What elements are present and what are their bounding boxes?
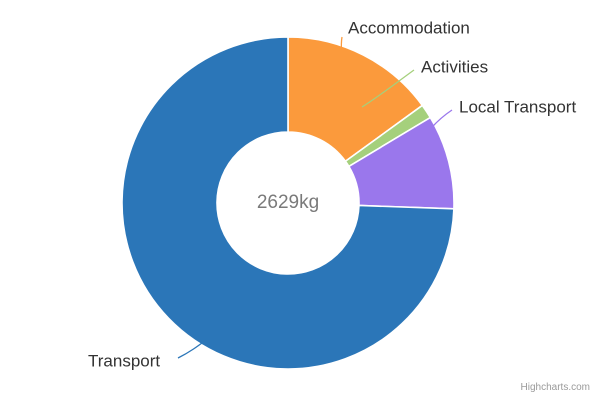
- pie-slices-group: [121, 36, 455, 370]
- highcharts-credits[interactable]: Highcharts.com: [521, 382, 590, 393]
- slice-label-activities: Activities: [421, 57, 488, 76]
- connector-accommodation: [329, 36, 343, 113]
- connector-local-transport: [423, 109, 453, 138]
- slice-label-transport: Transport: [88, 351, 160, 370]
- pie-slice-transport[interactable]: [121, 36, 455, 370]
- pie-slice-accommodation[interactable]: [287, 36, 424, 163]
- connector-activities: [361, 69, 415, 108]
- label-connectors-group: [177, 36, 453, 359]
- center-total-label: 2629kg: [257, 192, 319, 213]
- connector-transport: [177, 339, 207, 359]
- slice-label-accommodation: Accommodation: [348, 18, 470, 37]
- slice-label-local-transport: Local Transport: [459, 97, 576, 116]
- slice-labels-group: Accommodation Activities Local Transport Tr…: [88, 18, 576, 370]
